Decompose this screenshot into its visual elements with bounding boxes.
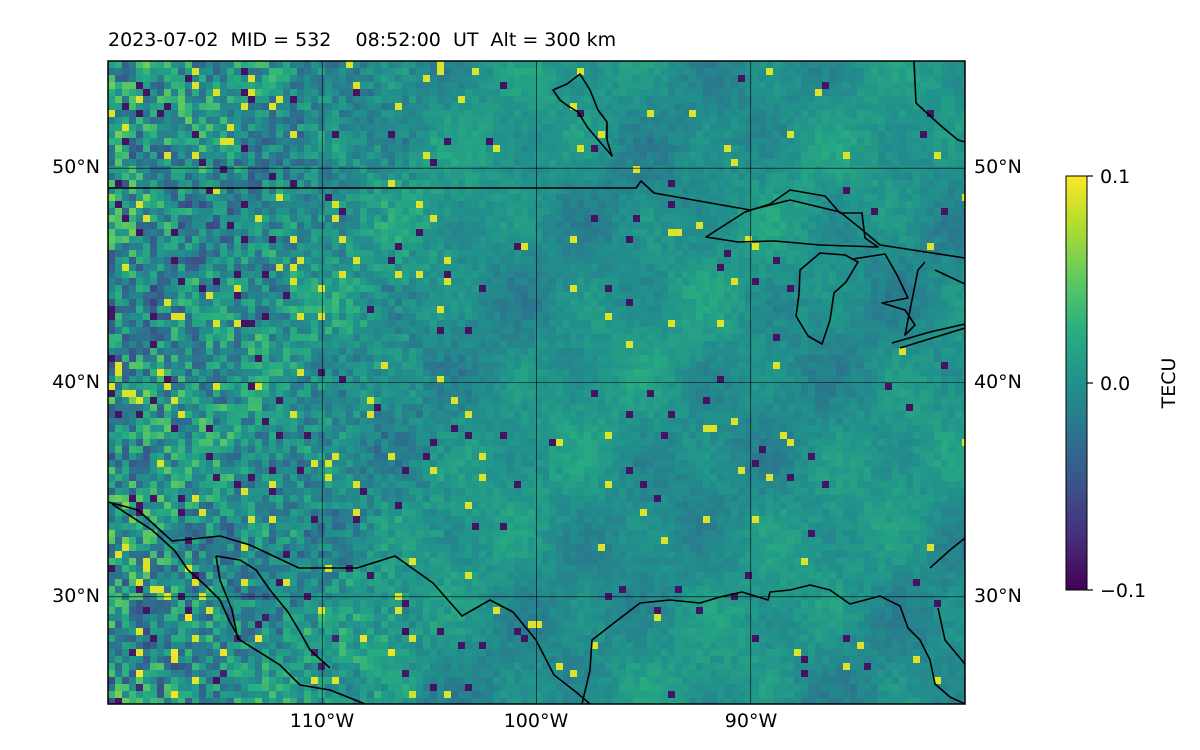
lake-superior bbox=[705, 189, 879, 248]
lat-label-50-right: 50°N bbox=[974, 156, 1022, 178]
lake-erie bbox=[891, 269, 965, 349]
hudson-bay-coast bbox=[552, 73, 613, 157]
lat-label-40-left: 40°N bbox=[52, 371, 100, 393]
florida-coast bbox=[929, 537, 965, 665]
colorbar: 0.1 0.0 −0.1 TECU bbox=[1065, 166, 1180, 602]
lake-michigan bbox=[795, 252, 859, 345]
gridlines bbox=[108, 61, 965, 704]
colorbar-label-min: −0.1 bbox=[1100, 580, 1146, 602]
lon-labels: 110°W 100°W 90°W bbox=[290, 710, 778, 732]
lat-labels-left: 50°N 40°N 30°N bbox=[52, 156, 100, 607]
colorbar-gradient bbox=[1065, 175, 1088, 591]
lon-label-100: 100°W bbox=[504, 710, 569, 732]
tec-map bbox=[107, 60, 966, 705]
lat-label-30-right: 30°N bbox=[974, 585, 1022, 607]
colorbar-label-zero: 0.0 bbox=[1100, 373, 1130, 395]
colorbar-title: TECU bbox=[1158, 358, 1180, 410]
lake-huron bbox=[852, 253, 926, 336]
colorbar-label-max: 0.1 bbox=[1100, 166, 1130, 188]
lat-labels-right: 50°N 40°N 30°N bbox=[974, 156, 1022, 607]
us-mexico-border bbox=[108, 501, 591, 704]
us-canada-border bbox=[108, 180, 965, 259]
map-frame bbox=[107, 60, 966, 705]
lat-label-30-left: 30°N bbox=[52, 585, 100, 607]
lon-label-110: 110°W bbox=[290, 710, 355, 732]
coastlines bbox=[108, 61, 965, 704]
plot-title: 2023-07-02 MID = 532 08:52:00 UT Alt = 3… bbox=[108, 29, 617, 51]
tec-cells bbox=[108, 61, 965, 704]
baja-california bbox=[111, 503, 366, 704]
lon-label-90: 90°W bbox=[725, 710, 778, 732]
lat-label-50-left: 50°N bbox=[52, 156, 100, 178]
northeast-coast bbox=[913, 61, 965, 143]
lat-label-40-right: 40°N bbox=[974, 371, 1022, 393]
gulf-coast bbox=[581, 584, 965, 704]
